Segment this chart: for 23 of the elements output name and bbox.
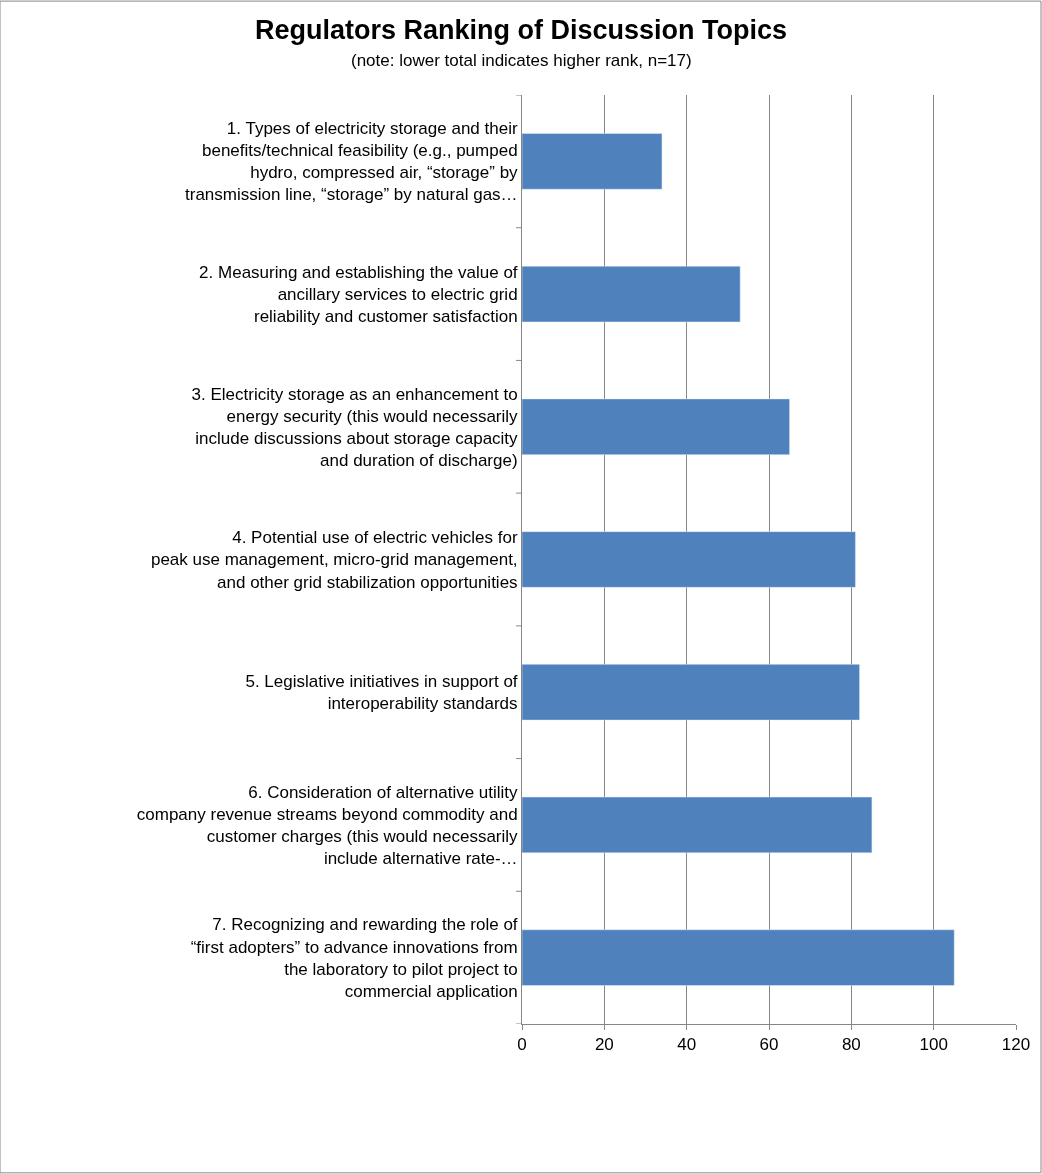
x-tick-label: 60 (759, 1035, 779, 1055)
y-tick-label: 3. Electricity storage as an enhancement to energy security (this would necessarily include discussions about storage capacity and duration of discharge) (191, 384, 519, 470)
bar (522, 664, 860, 721)
bar (522, 929, 955, 986)
bar (522, 398, 790, 455)
chart-subtitle: (note: lower total indicates higher rank, n=17) (351, 51, 692, 70)
y-tick-label: 6. Consideration of alternative utility company revenue streams beyond commodity and customer charges (this would necessarily include alternative rate-… (136, 782, 519, 869)
x-tick-label: 0 (517, 1035, 527, 1055)
y-tick-label: 5. Legislative initiatives in support of interoperability standards (245, 672, 518, 714)
y-tick-label: 1. Types of electricity storage and their benefits/technical feasibility (e.g., pumped hydro, compressed air, “storage” by transmission line, “storage” by natural gas… (185, 119, 519, 205)
x-tick-label: 100 (919, 1035, 948, 1055)
bar (522, 531, 856, 588)
bar (522, 796, 873, 854)
x-tick-label: 40 (677, 1035, 697, 1055)
x-tick-label: 120 (1001, 1035, 1031, 1055)
bar (522, 133, 663, 190)
x-tick-label: 20 (594, 1035, 614, 1055)
chart-title: Regulators Ranking of Discussion Topics (254, 15, 788, 46)
y-tick-label: 2. Measuring and establishing the value of ancillary services to electric grid reliability and customer satisfaction (199, 262, 518, 327)
y-tick-label: 4. Potential use of electric vehicles for peak use management, micro-grid management, and other grid stabilization opportunities (150, 528, 518, 592)
x-tick-label: 80 (841, 1035, 861, 1055)
bar (522, 265, 741, 323)
y-tick-label: 7. Recognizing and rewarding the role of “first adopters” to advance innovations from the laboratory to pilot project to commercial application (190, 915, 518, 1001)
